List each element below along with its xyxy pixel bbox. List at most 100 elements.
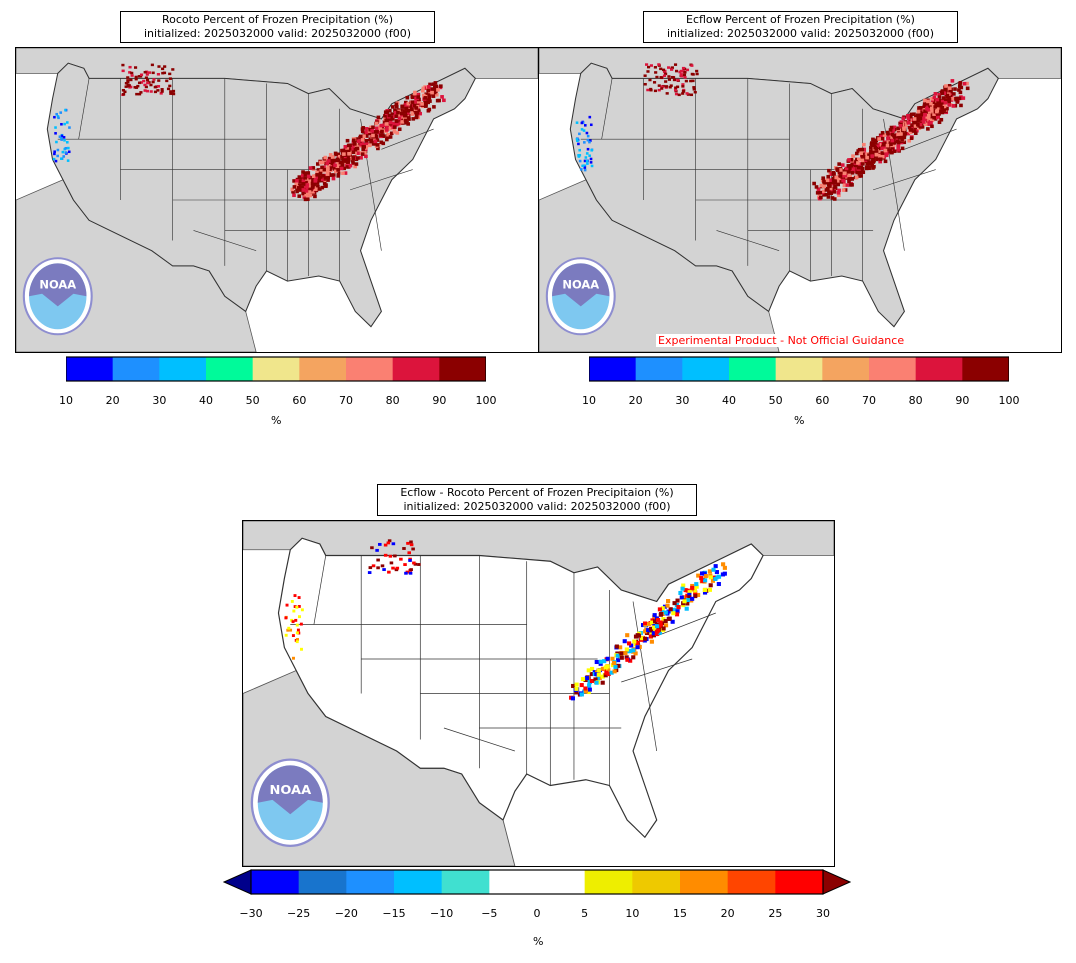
precip-cell bbox=[293, 594, 297, 598]
precip-cell bbox=[929, 118, 934, 123]
precip-cell bbox=[936, 101, 941, 105]
precip-cell bbox=[416, 101, 421, 105]
precip-cell bbox=[839, 171, 844, 176]
precip-cell bbox=[585, 131, 589, 135]
precip-cell bbox=[681, 90, 685, 93]
colorbar-tick-label: 0 bbox=[533, 907, 541, 920]
precip-cell bbox=[286, 628, 290, 632]
precip-cell bbox=[126, 76, 130, 79]
precip-cell bbox=[574, 682, 579, 687]
precip-cell bbox=[914, 114, 918, 119]
panel2-subtitle: initialized: 2025032000 valid: 202503200… bbox=[667, 27, 934, 40]
precip-cell bbox=[713, 576, 718, 581]
precip-cell bbox=[430, 87, 435, 91]
precip-cell bbox=[661, 617, 666, 622]
precip-cell bbox=[660, 608, 665, 613]
precip-cell bbox=[850, 162, 855, 167]
precip-cell bbox=[886, 131, 890, 136]
precip-cell bbox=[371, 125, 375, 130]
precip-cell bbox=[154, 85, 158, 88]
precip-cell bbox=[885, 143, 890, 148]
precip-cell bbox=[64, 151, 68, 154]
panel2-colorbar: 10 20 30 40 50 60 70 80 90 100 bbox=[582, 356, 1020, 407]
precip-cell bbox=[938, 107, 943, 111]
precip-cell bbox=[675, 598, 680, 603]
precip-cell bbox=[689, 93, 694, 97]
precip-cell bbox=[643, 74, 647, 77]
precip-cell bbox=[413, 100, 417, 104]
precip-cell bbox=[347, 154, 352, 158]
colorbar-svg bbox=[65, 356, 487, 382]
precip-cell bbox=[869, 142, 874, 146]
precip-cell bbox=[434, 92, 439, 97]
precip-cell bbox=[574, 686, 579, 691]
precip-cell bbox=[854, 151, 859, 156]
precip-cell bbox=[351, 150, 356, 155]
panel1-subtitle: initialized: 2025032000 valid: 202503200… bbox=[144, 27, 411, 40]
precip-cell bbox=[128, 65, 132, 69]
precip-cell bbox=[890, 138, 895, 143]
precip-cell bbox=[299, 622, 303, 626]
precip-cell bbox=[169, 90, 173, 93]
precip-cell bbox=[653, 89, 658, 93]
precip-cell bbox=[722, 565, 727, 570]
precip-cell bbox=[314, 175, 319, 180]
precip-cell bbox=[365, 142, 370, 147]
precip-cell bbox=[376, 566, 380, 570]
precip-cell bbox=[680, 74, 684, 78]
precip-cell bbox=[610, 663, 616, 668]
precip-cell bbox=[842, 171, 847, 176]
precip-cell bbox=[318, 175, 323, 179]
precip-cell bbox=[708, 575, 713, 580]
precip-cell bbox=[666, 599, 671, 604]
precip-cell bbox=[922, 116, 926, 121]
precip-cell bbox=[683, 71, 687, 74]
precip-cell bbox=[359, 142, 363, 147]
precip-cell bbox=[335, 152, 340, 157]
precip-cell bbox=[364, 154, 368, 159]
precip-cell bbox=[681, 66, 686, 70]
precip-cell bbox=[937, 120, 942, 125]
precip-cell bbox=[940, 89, 945, 93]
precip-cell bbox=[168, 72, 172, 76]
precip-cell bbox=[130, 71, 134, 75]
precip-cell bbox=[669, 84, 673, 87]
noaa-logo-text: NOAA bbox=[39, 279, 76, 292]
precip-cell bbox=[865, 152, 869, 156]
precip-cell bbox=[959, 103, 963, 108]
precip-cell bbox=[55, 112, 59, 116]
precip-cell bbox=[157, 79, 161, 82]
precip-cell bbox=[896, 126, 900, 131]
precip-cell bbox=[393, 108, 397, 113]
map-svg: NOAA bbox=[16, 48, 538, 352]
colorbar-tick-label: 40 bbox=[199, 394, 213, 407]
precip-cell bbox=[149, 90, 153, 93]
precip-cell bbox=[570, 696, 575, 701]
precip-cell bbox=[650, 618, 655, 623]
panel1-colorbar: 10 20 30 40 50 60 70 80 90 100 bbox=[59, 356, 497, 407]
precip-cell bbox=[947, 86, 952, 90]
precip-cell bbox=[895, 139, 900, 144]
precip-cell bbox=[375, 138, 380, 142]
precip-cell bbox=[361, 145, 366, 149]
precip-cell bbox=[921, 120, 926, 124]
precip-cell bbox=[352, 142, 357, 146]
precip-cell bbox=[663, 623, 669, 628]
precip-cell bbox=[847, 179, 851, 184]
precip-cell bbox=[918, 122, 923, 127]
precip-cell bbox=[615, 653, 620, 658]
precip-cell bbox=[880, 151, 885, 155]
precip-cell bbox=[349, 147, 353, 151]
precip-cell bbox=[855, 170, 859, 175]
precip-cell bbox=[356, 156, 360, 160]
precip-cell bbox=[682, 599, 687, 604]
precip-cell bbox=[580, 128, 584, 131]
precip-cell bbox=[683, 588, 688, 593]
precip-cell bbox=[595, 676, 600, 681]
precip-cell bbox=[325, 167, 330, 172]
precip-cell bbox=[426, 88, 431, 93]
precip-cell bbox=[68, 126, 71, 129]
precip-cell bbox=[690, 596, 695, 601]
precip-cell bbox=[822, 189, 826, 194]
precip-cell bbox=[610, 656, 615, 661]
